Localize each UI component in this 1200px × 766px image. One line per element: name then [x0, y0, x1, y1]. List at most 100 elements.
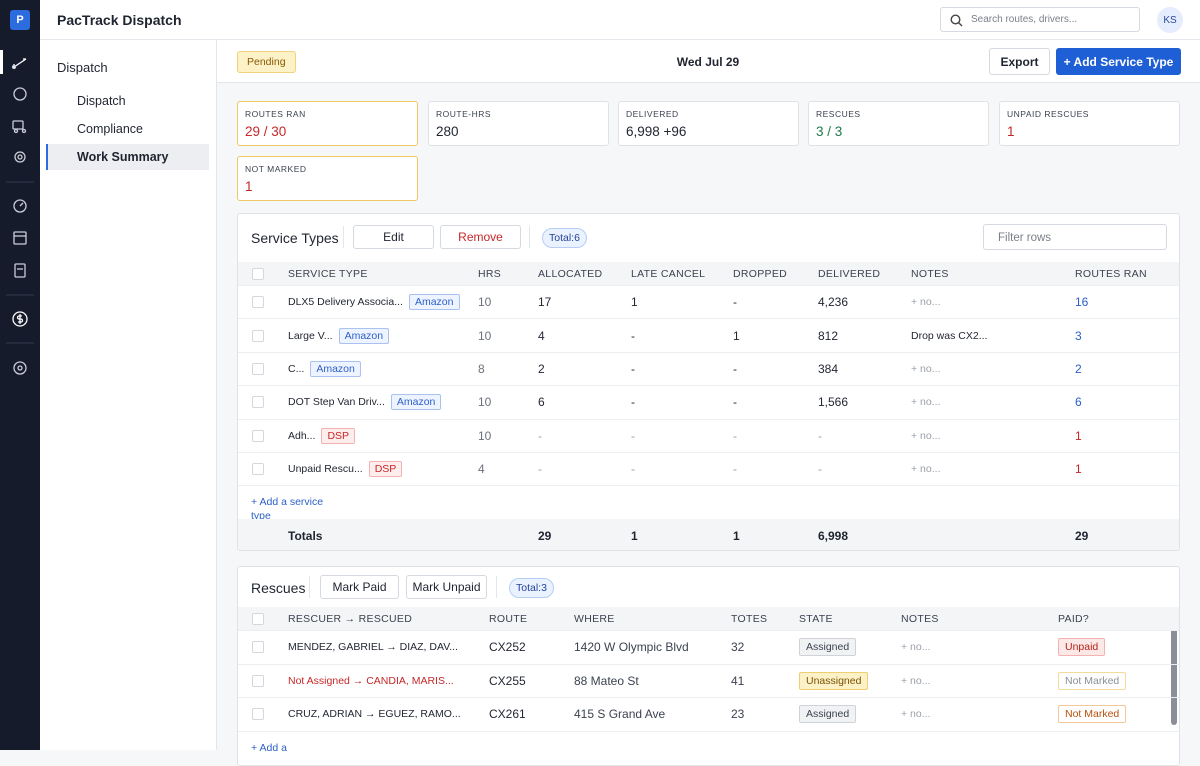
- add-service-type-button[interactable]: + Add Service Type: [1056, 48, 1181, 75]
- stat-label: RESCUES: [816, 109, 861, 119]
- nav-icons[interactable]: [0, 40, 40, 400]
- table-cell: Drop was CX2...: [911, 329, 988, 342]
- divider: [309, 576, 310, 598]
- rescues-panel: Rescues Mark Paid Mark Unpaid Total:3 RE…: [237, 566, 1180, 766]
- edit-button[interactable]: Edit: [353, 225, 434, 249]
- table-cell: 17: [538, 295, 552, 310]
- column-header: NOTES: [911, 267, 949, 280]
- service-tag: Amazon: [390, 394, 442, 411]
- table-cell: 41: [731, 673, 745, 688]
- stat-value: 1: [1007, 124, 1015, 139]
- table-cell: 32: [731, 640, 745, 655]
- checkbox[interactable]: [252, 386, 264, 418]
- table-cell: MENDEZ, GABRIEL → DIAZ, DAV...: [288, 641, 458, 654]
- paid-badge: Not Marked: [1058, 671, 1127, 690]
- table-cell: + no...: [911, 296, 941, 309]
- stat-value: 29 / 30: [245, 124, 287, 139]
- table-cell: + no...: [911, 429, 941, 442]
- remove-button[interactable]: Remove: [440, 225, 521, 249]
- table-cell: -: [733, 395, 737, 410]
- column-header: NOTES: [901, 612, 939, 625]
- checkbox[interactable]: [252, 453, 264, 485]
- column-header: WHERE: [574, 612, 615, 625]
- service-tag: DSP: [321, 427, 356, 444]
- badge-cell: Unassigned: [799, 665, 869, 698]
- stat-label: NOT MARKED: [245, 164, 307, 174]
- totals-cell: 1: [631, 528, 638, 543]
- table-header: SERVICE TYPE HRS ALLOCATED LATE CANCEL DROPP…: [238, 262, 1179, 286]
- table-cell: -: [733, 361, 737, 376]
- table-cell: 16: [1075, 295, 1089, 310]
- table-cell: -: [733, 428, 737, 443]
- divider: [529, 226, 530, 248]
- avatar[interactable]: KS: [1157, 7, 1183, 33]
- checkbox[interactable]: [252, 286, 264, 318]
- stat-card: ROUTES RAN 29 / 30: [237, 101, 418, 146]
- stat-card: RESCUES 3 / 3: [808, 101, 989, 146]
- table-cell: 10: [478, 328, 492, 343]
- table-cell: CRUZ, ADRIAN → EGUEZ, RAMO...: [288, 708, 461, 721]
- sidebar-item[interactable]: Dispatch: [77, 94, 126, 108]
- service-name: DLX5 Delivery Associa...: [288, 296, 403, 309]
- checkbox[interactable]: [252, 319, 264, 351]
- table-cell: 2: [1075, 361, 1082, 376]
- table-cell: -: [818, 462, 822, 477]
- table-cell: 4,236: [818, 295, 849, 310]
- stat-label: UNPAID RESCUES: [1007, 109, 1089, 119]
- table-cell: 4: [538, 328, 545, 343]
- service-name: DOT Step Van Driv...: [288, 396, 385, 409]
- mark-paid-button[interactable]: Mark Paid: [320, 575, 399, 599]
- checkbox[interactable]: [252, 353, 264, 385]
- stat-card: DELIVERED 6,998 +96: [618, 101, 799, 146]
- badge-cell: Not Marked: [1058, 698, 1127, 731]
- badge-cell: Not Marked: [1058, 665, 1127, 698]
- scrollbar[interactable]: [1171, 611, 1177, 725]
- table-cell: -: [818, 428, 822, 443]
- checkbox[interactable]: [252, 262, 264, 285]
- totals-cell: 29: [538, 528, 552, 543]
- table-cell: -: [538, 428, 542, 443]
- service-name-cell: DLX5 Delivery Associa... Amazon: [288, 286, 460, 318]
- status-badge: Pending: [237, 51, 296, 73]
- checkbox[interactable]: [252, 607, 264, 630]
- table-cell: 88 Mateo St: [574, 673, 639, 688]
- table-cell: 2: [538, 361, 545, 376]
- sidebar-item[interactable]: Work Summary: [46, 144, 209, 170]
- totals-cell: 6,998: [818, 528, 849, 543]
- column-header: PAID?: [1058, 612, 1090, 625]
- totals-cell: 1: [733, 528, 740, 543]
- service-tag: Amazon: [408, 294, 460, 311]
- mark-unpaid-button[interactable]: Mark Unpaid: [406, 575, 487, 599]
- date: Wed Jul 29: [676, 55, 740, 69]
- checkbox[interactable]: [252, 420, 264, 452]
- column-header: TOTES: [731, 612, 768, 625]
- filter-input[interactable]: Filter rows: [983, 224, 1167, 250]
- column-header: ALLOCATED: [538, 267, 603, 280]
- checkbox[interactable]: [252, 631, 264, 664]
- service-tag: Amazon: [338, 327, 390, 344]
- table-cell: -: [631, 361, 635, 376]
- service-tag: DSP: [368, 461, 403, 478]
- table-cell: 1: [733, 328, 740, 343]
- column-header: RESCUER → RESCUED: [288, 612, 413, 625]
- table-row: DLX5 Delivery Associa... Amazon 10 17 1 - 4,23…: [238, 286, 1179, 320]
- column-header: DELIVERED: [818, 267, 881, 280]
- divider: [343, 226, 344, 248]
- search-box[interactable]: Search routes, drivers...: [940, 7, 1140, 32]
- checkbox[interactable]: [252, 698, 264, 731]
- checkbox[interactable]: [252, 665, 264, 698]
- add-rescue-link[interactable]: + Add a: [251, 742, 287, 754]
- column-header: STATE: [799, 612, 833, 625]
- table-cell: -: [733, 295, 737, 310]
- export-button[interactable]: Export: [989, 48, 1050, 75]
- totals-row: Totals 29 1 1 6,998 29: [238, 519, 1179, 550]
- table-row: Large V... Amazon 10 4 - 1 812 Drop was CX2... 3: [238, 319, 1179, 353]
- sidebar-item[interactable]: Compliance: [77, 122, 144, 136]
- stat-value: 6,998 +96: [626, 124, 687, 139]
- sidebar-heading: Dispatch: [57, 60, 108, 75]
- table-row: MENDEZ, GABRIEL → DIAZ, DAV... CX252 1420 …: [238, 631, 1179, 665]
- service-name-cell: C... Amazon: [288, 353, 361, 385]
- column-header: DROPPED: [733, 267, 788, 280]
- stat-label: ROUTES RAN: [245, 109, 306, 119]
- stat-value: 280: [436, 124, 459, 139]
